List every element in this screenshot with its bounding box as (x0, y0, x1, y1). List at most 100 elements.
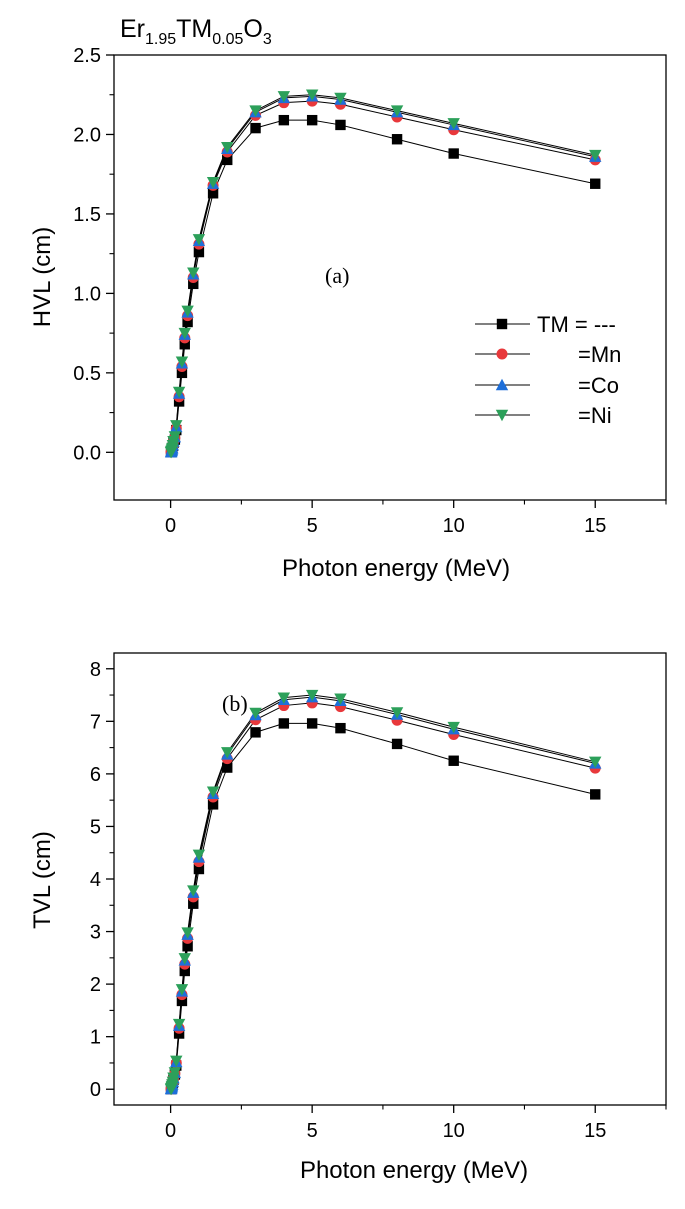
data-point (447, 118, 460, 130)
series-line-b-1 (170, 702, 596, 1090)
y-tick-label: 2.0 (73, 124, 101, 146)
x-axis-label-b: Photon energy (MeV) (300, 1157, 528, 1184)
x-tick-label: 15 (584, 515, 606, 537)
legend-entry: =Mn (475, 342, 621, 367)
series-layer-b (164, 689, 602, 1096)
data-point (448, 148, 459, 159)
x-tick-label: 0 (165, 515, 176, 537)
legend-marker (496, 318, 508, 330)
data-point (590, 789, 601, 800)
data-point (182, 941, 193, 952)
data-point (277, 692, 291, 704)
y-tick-label: 1.0 (73, 283, 101, 305)
data-point (192, 849, 206, 862)
chart-panel-hvl: 0 5 10 15 0.0 0.5 1.0 1.5 2.0 2.5 HVL (cm) Photon… (29, 45, 667, 582)
data-point (447, 721, 460, 734)
x-tick-label: 10 (443, 1120, 465, 1142)
legend-entry: =Co (475, 373, 619, 398)
data-point (206, 786, 220, 798)
series-line-b-3 (170, 694, 596, 1090)
y-tick-label: 0.0 (73, 442, 101, 464)
data-point (391, 738, 403, 750)
data-point (188, 898, 199, 909)
data-point (278, 114, 290, 126)
x-tick-label: 5 (307, 1120, 318, 1142)
data-point (172, 386, 186, 399)
data-point (192, 234, 206, 246)
legend-label: TM = --- (537, 312, 616, 337)
y-tick-label: 7 (90, 711, 101, 733)
data-point (176, 367, 188, 379)
figure-title: Er1.95TM0.05O3 (120, 15, 272, 48)
x-axis-label-a: Photon energy (MeV) (282, 555, 510, 582)
legend-label: =Co (578, 373, 619, 398)
data-point (306, 718, 318, 729)
series-line-a-2 (170, 95, 596, 453)
y-tick-label: 6 (90, 764, 101, 786)
data-point (306, 114, 318, 126)
x-tick-label: 0 (165, 1120, 176, 1142)
data-point (335, 722, 346, 734)
data-point (181, 927, 194, 939)
series-line-a-3 (170, 94, 596, 453)
series-line-b-0 (170, 722, 596, 1090)
title-sub1: 1.95 (145, 31, 176, 48)
y-tick-label: 4 (90, 869, 101, 891)
y-tick-label: 1.5 (73, 204, 101, 226)
legend-marker (495, 378, 509, 391)
legend-entry: =Ni (475, 403, 612, 428)
plot-frame-a (113, 54, 667, 501)
data-point (391, 134, 403, 145)
data-point (168, 1067, 182, 1079)
data-point (170, 1055, 183, 1068)
data-point (175, 356, 189, 368)
series-layer-a (164, 89, 602, 459)
data-point (335, 119, 346, 131)
y-axis-label-b: TVL (cm) (29, 831, 56, 929)
data-point (193, 863, 205, 875)
series-line-a-0 (170, 119, 596, 453)
data-point (278, 718, 290, 729)
data-point (172, 1018, 186, 1031)
data-point (589, 756, 602, 768)
data-point (305, 689, 319, 702)
x-tick-label: 5 (307, 515, 318, 537)
data-point (207, 188, 219, 199)
series-markers-b-0 (165, 718, 601, 1095)
data-point (334, 92, 347, 105)
data-point (221, 747, 234, 759)
data-point (206, 176, 220, 189)
data-point (250, 727, 261, 738)
data-point (181, 305, 194, 318)
y-tick-label: 1 (90, 1027, 101, 1049)
title-suffix: O (243, 15, 262, 43)
y-tick-label: 0.5 (73, 363, 101, 385)
data-point (448, 755, 459, 766)
title-mid: TM (176, 15, 212, 43)
data-point (589, 149, 602, 162)
legend-marker (495, 409, 509, 422)
data-point (182, 316, 193, 328)
title-sub3: 3 (263, 31, 272, 48)
data-point (193, 246, 205, 258)
data-point (222, 762, 233, 773)
data-point (250, 122, 261, 134)
series-line-a-1 (170, 100, 596, 453)
y-tick-label: 8 (90, 659, 101, 681)
data-point (179, 339, 190, 350)
x-tick-label: 15 (584, 1120, 606, 1142)
data-point (590, 178, 601, 189)
data-point (222, 154, 233, 166)
x-tick-label: 10 (443, 515, 465, 537)
y-tick-label: 5 (90, 816, 101, 838)
data-point (390, 105, 404, 117)
data-point (249, 707, 262, 720)
series-markers-a-0 (165, 114, 601, 458)
legend-marker (496, 348, 508, 360)
y-tick-label: 2 (90, 974, 101, 996)
data-point (277, 91, 291, 103)
legend-label: =Mn (578, 342, 621, 367)
data-point (168, 431, 182, 443)
series-line-b-2 (170, 696, 596, 1090)
